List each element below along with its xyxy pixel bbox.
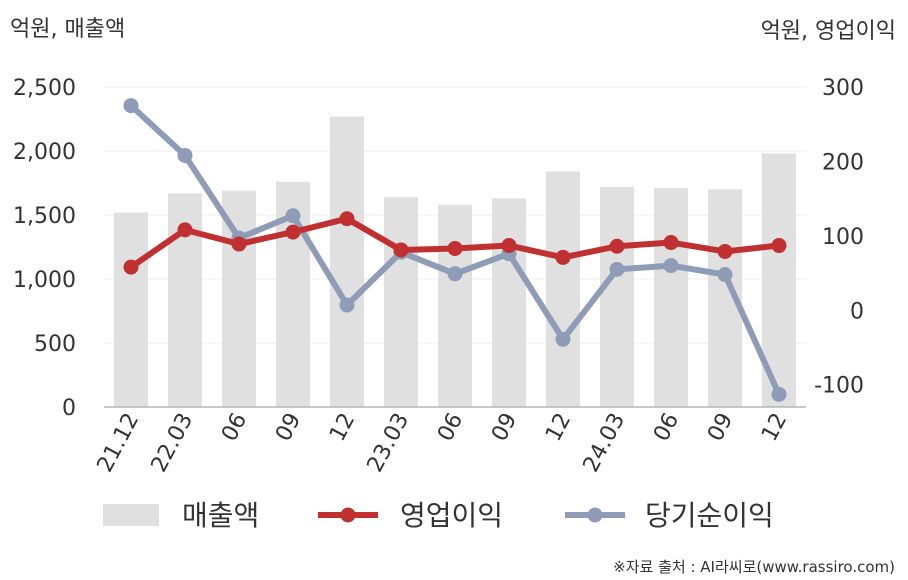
left-axis-ticks: 0 500 1,000 1,500 2,000 2,500 (13, 76, 76, 421)
x-tick-label-2: 06 (217, 409, 252, 445)
left-tick-label-1: 500 (34, 332, 76, 357)
left-axis-unit: 억원, 매출액 (10, 17, 125, 42)
left-tick-label-5: 2,500 (13, 76, 76, 101)
left-tick-label-3: 1,500 (13, 204, 76, 229)
left-tick-label-0: 0 (62, 396, 76, 421)
point-당기순이익-8 (555, 331, 571, 347)
x-tick-label-10: 06 (649, 409, 684, 445)
point-영업이익-6 (447, 240, 463, 256)
point-당기순이익-6 (447, 266, 463, 282)
point-영업이익-0 (123, 259, 139, 275)
point-영업이익-10 (663, 235, 679, 251)
point-당기순이익-1 (177, 147, 193, 163)
legend-swatch-0 (103, 504, 159, 526)
point-영업이익-3 (285, 224, 301, 240)
right-tick-label-1: 0 (850, 299, 864, 324)
right-tick-label-4: 300 (822, 76, 864, 101)
point-당기순이익-10 (663, 258, 679, 274)
x-axis-ticks: 21.12 22.03 06 09 12 23.03 06 09 12 24.03 06 09 12 (93, 409, 793, 476)
x-tick-label-8: 12 (541, 409, 576, 445)
bar-revenue-5 (384, 197, 418, 407)
bar-revenue-6 (438, 204, 472, 407)
x-tick-label-1: 22.03 (147, 409, 199, 476)
right-axis-unit: 억원, 영업이익 (761, 19, 896, 44)
point-당기순이익-9 (609, 261, 625, 277)
legend-swatch-dot-2 (587, 507, 603, 523)
line-series (123, 98, 787, 402)
point-영업이익-8 (555, 249, 571, 265)
left-tick-label-4: 2,000 (13, 140, 76, 165)
point-영업이익-12 (771, 238, 787, 254)
legend-label-1: 영업이익 (400, 499, 503, 532)
point-영업이익-7 (501, 238, 517, 254)
bar-revenue-8 (546, 171, 580, 407)
x-tick-label-6: 06 (433, 409, 468, 445)
bar-revenue-0 (114, 212, 148, 407)
legend: 매출액 영업이익 당기순이익 (103, 499, 774, 532)
revenue-bars (114, 116, 796, 407)
x-tick-label-0: 21.12 (93, 409, 145, 476)
x-tick-label-4: 12 (325, 409, 360, 445)
point-당기순이익-0 (123, 98, 139, 114)
right-axis-ticks: -100 0 100 200 300 (814, 76, 864, 399)
x-tick-label-11: 09 (703, 409, 738, 445)
right-tick-label-2: 100 (822, 225, 864, 250)
x-tick-label-9: 24.03 (579, 409, 631, 476)
x-tick-label-3: 09 (271, 409, 306, 445)
point-영업이익-2 (231, 236, 247, 252)
source-note: ※자료 출처 : AI라씨로(www.rassiro.com) (613, 558, 895, 576)
bar-revenue-4 (330, 116, 364, 407)
point-영업이익-5 (393, 242, 409, 258)
right-tick-label-3: 200 (822, 150, 864, 175)
point-당기순이익-4 (339, 297, 355, 313)
x-tick-label-7: 09 (487, 409, 522, 445)
left-tick-label-2: 1,000 (13, 268, 76, 293)
point-영업이익-9 (609, 238, 625, 254)
bar-revenue-9 (600, 186, 634, 407)
point-당기순이익-3 (285, 208, 301, 224)
legend-label-2: 당기순이익 (645, 499, 774, 532)
point-영업이익-4 (339, 211, 355, 227)
right-tick-label-0: -100 (814, 374, 864, 399)
legend-swatch-dot-1 (340, 507, 356, 523)
bar-revenue-7 (492, 198, 526, 407)
point-영업이익-1 (177, 222, 193, 238)
point-당기순이익-11 (717, 267, 733, 283)
bar-revenue-10 (654, 188, 688, 407)
x-tick-label-5: 23.03 (363, 409, 415, 476)
point-영업이익-11 (717, 243, 733, 259)
x-tick-label-12: 12 (757, 409, 792, 445)
bar-revenue-2 (222, 190, 256, 407)
point-당기순이익-12 (771, 386, 787, 402)
legend-label-0: 매출액 (182, 499, 259, 532)
